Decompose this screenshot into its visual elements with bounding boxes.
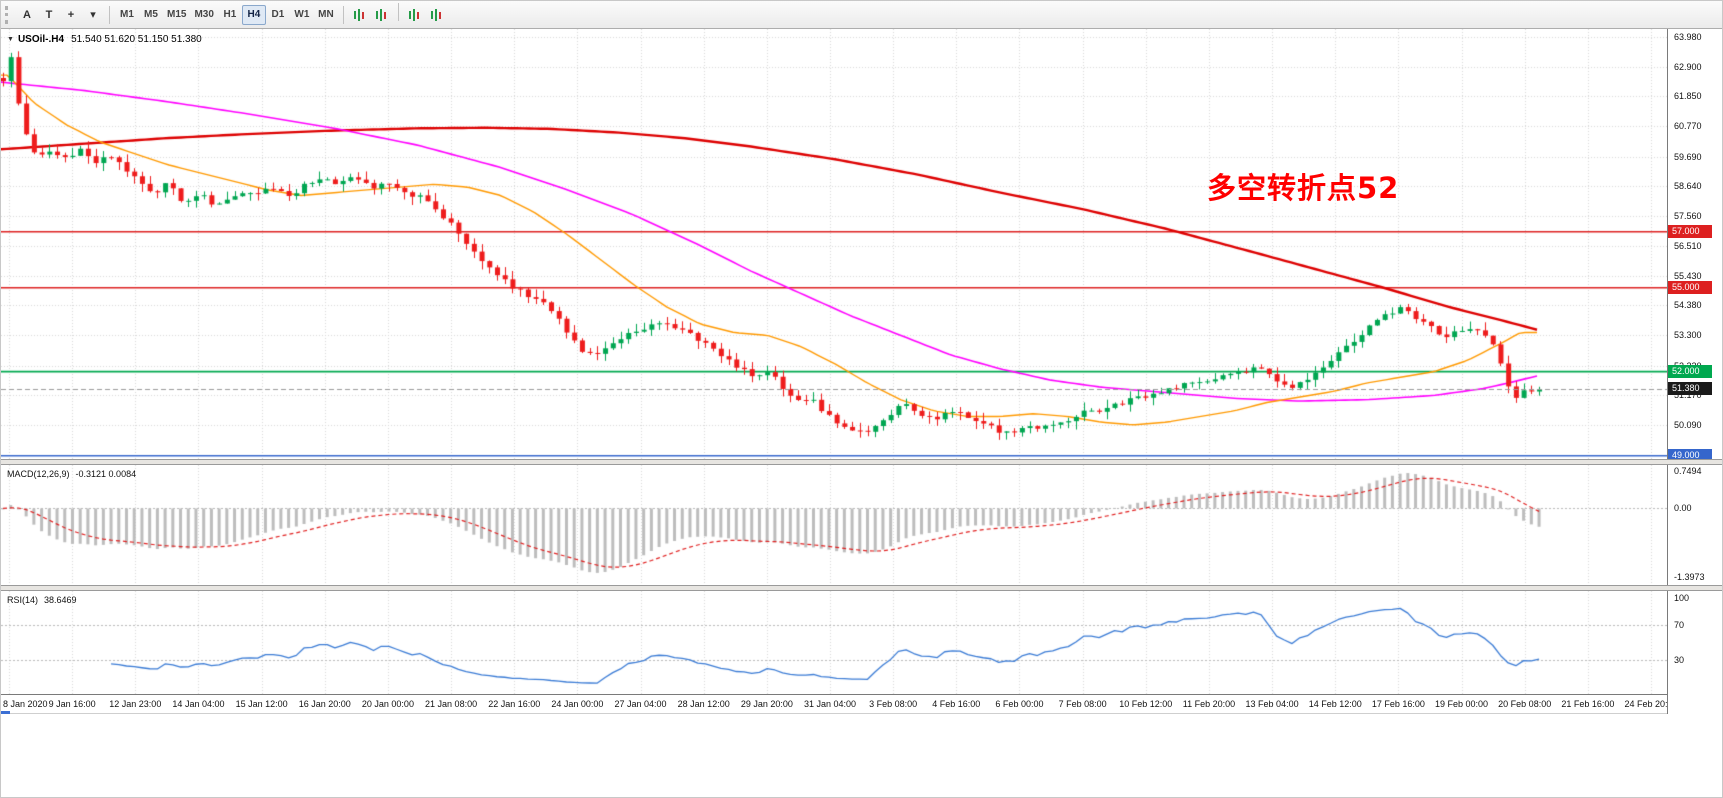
symbol-dropdown-icon[interactable]: ▼ <box>7 36 14 43</box>
price-axis-label: 62.900 <box>1674 61 1702 72</box>
rsi-axis-label: 70 <box>1674 619 1685 630</box>
toolbar-grip[interactable] <box>5 5 11 24</box>
rsi-axis-label: 30 <box>1674 655 1685 666</box>
price-line-tag: 52.000 <box>1668 364 1712 378</box>
drawings-dropdown-button[interactable]: ▾ <box>90 8 96 21</box>
price-axis-label: 57.560 <box>1674 211 1702 222</box>
indicators-button[interactable] <box>427 5 447 25</box>
price-axis[interactable]: 63.980 62.900 61.850 60.770 59.690 58.640 57.5… <box>1667 29 1722 714</box>
time-axis-label: 19 Feb 00:00 <box>1435 699 1489 709</box>
time-axis-label: 10 Feb 12:00 <box>1119 699 1173 709</box>
rsi-indicator-label: RSI(14) 38.6469 <box>7 595 77 605</box>
current-price-tag: 51.380 <box>1668 382 1712 396</box>
symbol-name: USOil-.H4 <box>17 34 65 45</box>
rsi-title: RSI(14) <box>7 595 39 605</box>
candlestick-chart-icon <box>353 9 367 21</box>
rsi-indicator-canvas[interactable] <box>1 591 1667 694</box>
price-line-tag: 57.000 <box>1668 224 1712 238</box>
rsi-axis-label: 100 <box>1674 593 1690 604</box>
time-axis-label: 21 Feb 16:00 <box>1561 699 1615 709</box>
time-axis-label: 14 Feb 12:00 <box>1308 699 1362 709</box>
pane-splitter[interactable] <box>1 585 1722 591</box>
time-axis-label: 17 Feb 16:00 <box>1371 699 1425 709</box>
time-axis-label: 12 Jan 23:00 <box>109 699 162 709</box>
text-tool-button[interactable]: T <box>45 8 53 21</box>
price-axis-label: 55.430 <box>1674 270 1702 281</box>
timeframe-button-h4[interactable]: H4 <box>241 4 266 25</box>
time-axis-label: 28 Jan 12:00 <box>677 699 730 709</box>
crosshair-tool-button[interactable]: + <box>67 8 75 21</box>
line-chart-icon <box>408 9 422 21</box>
timeframe-button-m1[interactable]: M1 <box>120 9 134 21</box>
time-axis-label: 8 Jan 2020 <box>3 699 48 709</box>
time-axis-label: 22 Jan 16:00 <box>488 699 541 709</box>
time-axis-label: 27 Jan 04:00 <box>614 699 667 709</box>
price-axis-label: 60.770 <box>1674 121 1702 132</box>
time-axis-label: 13 Feb 04:00 <box>1245 699 1299 709</box>
time-axis[interactable]: 8 Jan 2020 9 Jan 16:00 12 Jan 23:00 14 Jan … <box>1 694 1667 714</box>
price-axis-label: 59.690 <box>1674 151 1702 162</box>
rsi-value: 38.6469 <box>44 595 77 605</box>
time-axis-label: 4 Feb 16:00 <box>932 699 981 709</box>
time-axis-label: 29 Jan 20:00 <box>740 699 793 709</box>
macd-title: MACD(12,26,9) <box>7 469 70 479</box>
time-axis-label: 6 Feb 00:00 <box>995 699 1044 709</box>
time-axis-label: 20 Jan 00:00 <box>361 699 414 709</box>
price-axis-label: 58.640 <box>1674 180 1702 191</box>
macd-values: -0.3121 0.0084 <box>75 469 137 479</box>
price-axis-label: 50.090 <box>1674 420 1702 431</box>
price-axis-label: 61.850 <box>1674 91 1702 102</box>
bar-chart-icon <box>375 9 389 21</box>
price-chart-canvas[interactable] <box>1 29 1667 459</box>
timeframe-button-d1[interactable]: D1 <box>271 9 285 21</box>
price-axis-label: 56.510 <box>1674 240 1702 251</box>
timeframe-button-w1[interactable]: W1 <box>294 9 310 21</box>
timeframe-button-m30[interactable]: M30 <box>194 9 214 21</box>
macd-axis-label: 0.00 <box>1674 503 1692 514</box>
chart-mode-group <box>349 3 448 26</box>
toolbar-separator <box>397 3 399 21</box>
chart-annotation-text[interactable]: 多空转折点52 <box>1207 171 1400 205</box>
time-axis-label: 21 Jan 08:00 <box>425 699 478 709</box>
price-axis-label: 53.300 <box>1674 330 1702 341</box>
drawing-tools-group: A T + ▾ <box>16 4 104 25</box>
time-axis-label: 20 Feb 08:00 <box>1498 699 1552 709</box>
time-axis-label: 15 Jan 12:00 <box>235 699 288 709</box>
time-axis-label: 24 Feb 20:00 <box>1624 699 1667 709</box>
time-axis-label: 14 Jan 04:00 <box>172 699 225 709</box>
line-chart-button[interactable] <box>405 5 425 25</box>
toolbar-separator <box>342 5 344 24</box>
timeframe-button-m5[interactable]: M5 <box>144 9 158 21</box>
macd-indicator-canvas[interactable] <box>1 465 1667 585</box>
label-tool-button[interactable]: A <box>23 8 31 21</box>
toolbar-separator <box>109 5 110 24</box>
time-axis-label: 3 Feb 08:00 <box>869 699 918 709</box>
ohlc-values: 51.540 51.620 51.150 51.380 <box>71 34 202 45</box>
macd-axis-label: 0.7494 <box>1674 466 1702 477</box>
time-axis-label: 31 Jan 04:00 <box>803 699 857 709</box>
time-axis-label: 24 Jan 00:00 <box>551 699 604 709</box>
macd-indicator-label: MACD(12,26,9) -0.3121 0.0084 <box>7 469 136 479</box>
price-axis-label: 54.380 <box>1674 300 1702 311</box>
pane-splitter[interactable] <box>1 459 1722 465</box>
candlestick-chart-button[interactable] <box>350 5 370 25</box>
timeframe-button-h1[interactable]: H1 <box>223 9 237 21</box>
time-axis-label: 9 Jan 16:00 <box>48 699 96 709</box>
top-toolbar: A T + ▾ M1 M5 M15 M30 H1 H4 D1 W1 MN <box>1 1 1722 29</box>
price-axis-label: 63.980 <box>1674 31 1702 42</box>
bar-chart-button[interactable] <box>372 5 392 25</box>
price-line-tag: 49.000 <box>1668 448 1712 462</box>
macd-axis-label: -1.3973 <box>1674 572 1705 583</box>
time-axis-label: 7 Feb 08:00 <box>1058 699 1107 709</box>
horizontal-scroll-thumb[interactable] <box>1 711 10 714</box>
chart-title: ▼ USOil-.H4 51.540 51.620 51.150 51.380 <box>7 34 202 45</box>
price-line-tag: 55.000 <box>1668 280 1712 294</box>
time-axis-label: 16 Jan 20:00 <box>298 699 351 709</box>
timeframe-toolbar: M1 M5 M15 M30 H1 H4 D1 W1 MN <box>115 4 338 25</box>
indicators-icon <box>430 9 444 21</box>
timeframe-button-mn[interactable]: MN <box>318 9 334 21</box>
timeframe-button-m15[interactable]: M15 <box>167 9 187 21</box>
time-axis-label: 11 Feb 20:00 <box>1182 699 1236 709</box>
